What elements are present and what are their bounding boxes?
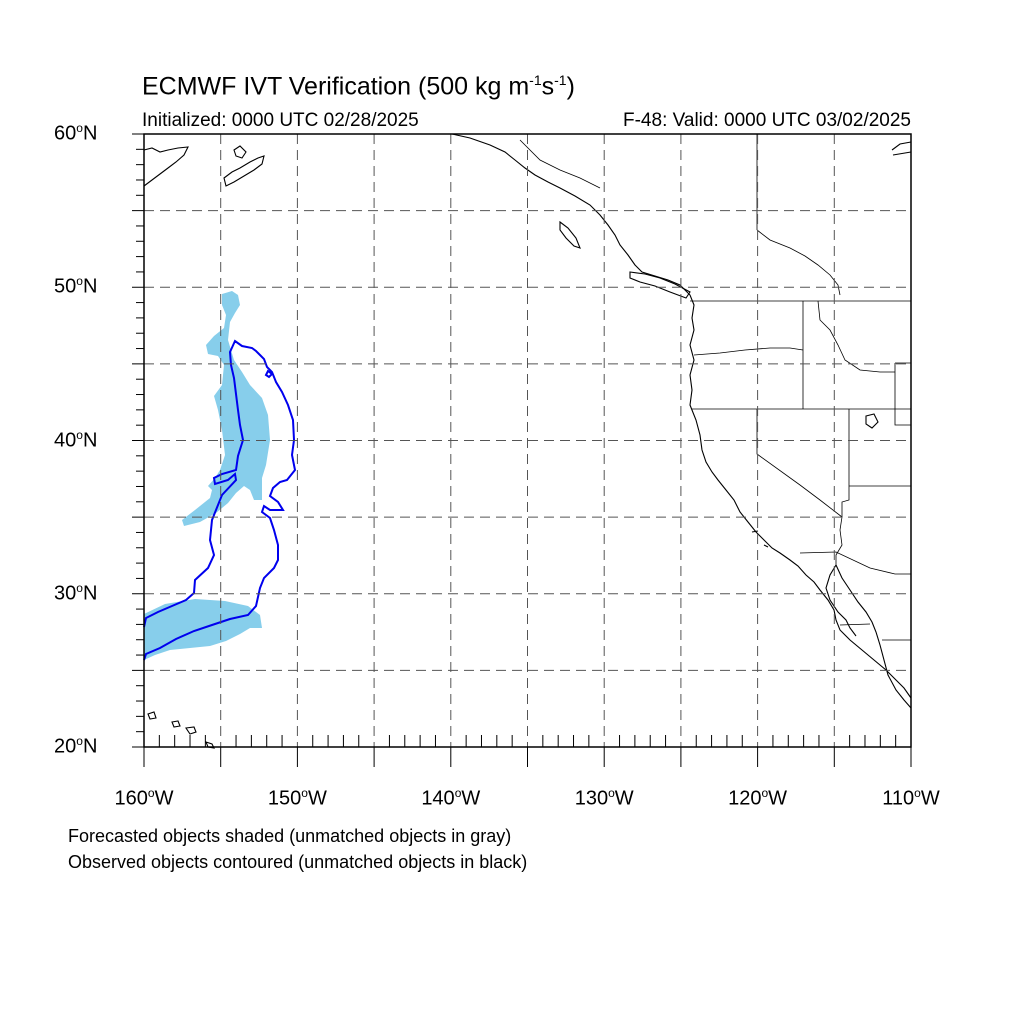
lat-label: 40oN [54,428,97,453]
lat-label: 30oN [54,581,97,606]
haida-gwaii [559,220,581,249]
hawaii-islands [147,711,215,749]
lon-label-suffix: W [154,787,174,810]
title-exp2: -1 [554,72,567,88]
vancouver-island [629,271,691,299]
lat-label: 50oN [54,274,97,299]
forecast-object-south [144,599,262,660]
title-main: ECMWF IVT Verification (500 kg m [142,72,530,101]
lon-label-value: 150 [267,787,302,810]
lon-label: 150oW [268,786,327,811]
lat-label-value: 60 [54,122,77,145]
degree-mark: o [761,786,769,800]
lon-label: 160oW [115,786,174,811]
lat-label-suffix: N [82,122,98,145]
lon-label-suffix: W [614,787,634,810]
california-nevada-border [756,409,843,518]
forecast-object-north [182,291,270,526]
degree-mark: o [914,786,921,800]
lon-label-value: 130 [574,787,609,810]
alaska-peninsula-coast [143,146,189,187]
lat-label-suffix: N [82,429,98,452]
degree-mark: o [76,427,83,442]
kodiak-coast [233,145,247,159]
title-mid: s [541,72,555,101]
degree-mark: o [147,786,155,800]
lon-label-suffix: W [768,787,788,810]
map-frame [143,133,912,748]
lat-label-value: 50 [54,275,77,298]
lat-label-suffix: N [82,275,98,298]
lat-label: 20oN [54,734,97,759]
degree-mark: o [454,786,462,800]
channel-islands [751,530,769,548]
degree-mark: o [608,786,615,800]
idaho-montana-border [817,300,895,373]
lon-label-suffix: W [307,787,327,810]
observed-objects [143,339,297,661]
canada-inland-border [756,229,841,296]
great-salt-lake [865,413,879,429]
degree-mark: o [76,580,83,595]
valid-label: F-48: Valid: 0000 UTC 03/02/2025 [623,110,911,131]
lon-label: 130oW [575,786,634,811]
title-exp1: -1 [529,72,542,88]
yukon-coast [891,141,912,156]
initialized-label: Initialized: 0000 UTC 02/28/2025 [142,110,419,131]
washington-oregon-border [693,347,804,356]
utah-nevada-border [841,409,850,517]
degree-mark: o [301,786,308,800]
alaska-islands [223,155,265,187]
lat-lon-grid [144,134,911,747]
note-forecast: Forecasted objects shaded (unmatched obj… [68,826,512,846]
forecast-objects [144,291,270,660]
lon-label-value: 140 [421,787,455,810]
observed-contour-inner [264,369,274,379]
bc-alaska-border [519,139,601,189]
note-observed: Observed objects contoured (unmatched ob… [68,852,528,872]
lon-label-value: 160 [114,787,148,810]
lat-label-suffix: N [82,735,98,758]
lat-label-value: 20 [54,735,77,758]
lon-label: 140oW [421,786,480,811]
arizona-california-border [835,516,843,565]
lon-label-suffix: W [461,787,481,810]
lon-label: 120oW [728,786,787,811]
lon-label-suffix: W [920,787,940,810]
degree-mark: o [76,121,83,135]
mexico-sonora-border [839,623,911,641]
lat-label-value: 30 [54,582,77,605]
lat-label-suffix: N [82,582,98,605]
chart-title: ECMWF IVT Verification (500 kg m-1s-1) [142,72,575,101]
wyoming-border [894,362,911,426]
political-borders [519,134,911,641]
lat-label-value: 40 [54,429,77,452]
coastlines [143,133,912,749]
us-mexico-border [799,551,911,575]
lat-label: 60oN [54,121,97,146]
lon-label-value: 120 [728,787,762,810]
lon-label: 110oW [882,786,939,811]
degree-mark: o [76,734,83,748]
north-america-coast [451,133,912,699]
axis-ticks [132,133,912,767]
observed-contour-main [143,339,297,661]
baja-california [835,564,912,709]
lon-label-value: 110 [882,787,915,810]
degree-mark: o [76,274,83,289]
title-end: ) [566,72,575,101]
